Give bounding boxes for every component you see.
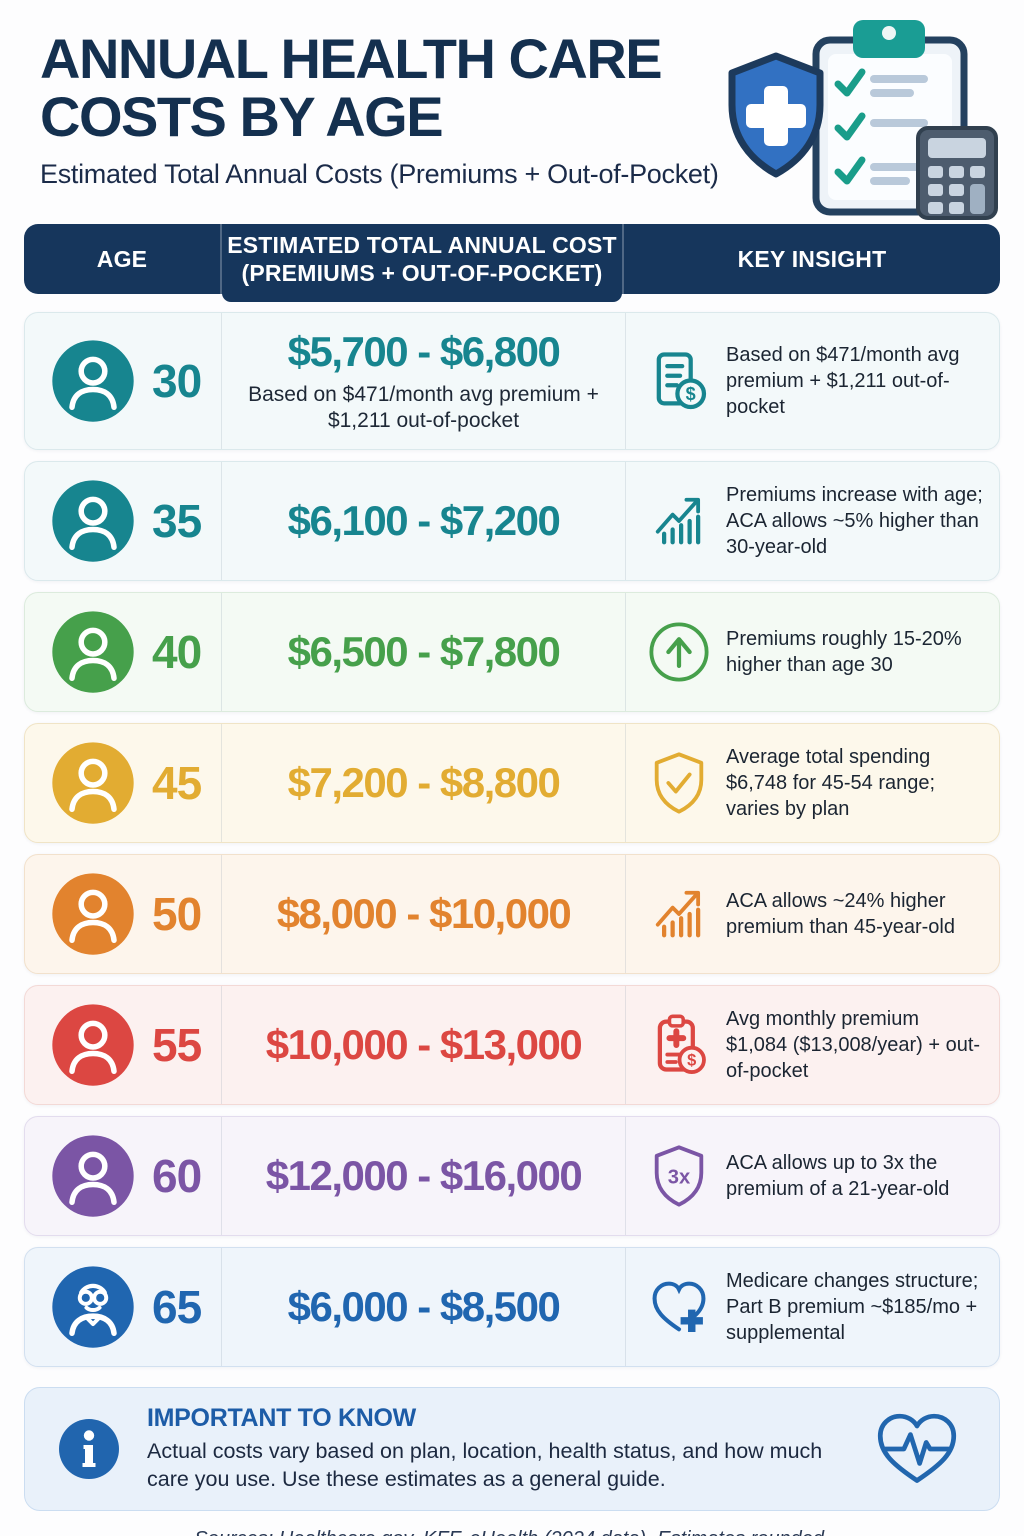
insight-text: Medicare changes structure; Part B premi… [726,1270,979,1345]
table-row-age-35: 35 $6,100 - $7,200 Premiums increase wit… [24,461,1000,582]
insight-text: Premiums roughly 15-20% higher than age … [726,628,962,677]
insight-text: Premiums increase with age; ACA allows ~… [726,484,983,559]
table-row-age-60: 60 $12,000 - $16,000 3x ACA allows up to… [24,1116,1000,1237]
person-avatar-icon [51,741,135,825]
medical-clipboard-dollar-icon: $ [636,1011,722,1079]
important-note-body: Actual costs vary based on plan, locatio… [147,1439,823,1492]
cost-cell: $6,500 - $7,800 [221,593,625,712]
svg-text:$: $ [687,1052,696,1070]
header: ANNUAL HEALTH CARE COSTS BY AGE Estimate… [0,0,1024,220]
cost-range: $6,000 - $8,500 [287,1283,561,1331]
cost-range: $6,500 - $7,800 [287,628,561,676]
table-row-age-65: 65 $6,000 - $8,500 Medicare changes stru… [24,1247,1000,1368]
person-avatar-icon [51,610,135,694]
insight-text: Average total spending $6,748 for 45-54 … [726,746,936,821]
column-header-age: AGE [24,224,220,295]
arrow-up-circle-icon [636,618,722,686]
cost-cell: $12,000 - $16,000 [221,1117,625,1236]
insight-cell: 3x ACA allows up to 3x the premium of a … [625,1117,999,1236]
age-value: 50 [152,888,202,941]
cost-cell: $5,700 - $6,800 Based on $471/month avg … [221,313,625,450]
insight-cell: Premiums increase with age; ACA allows ~… [625,462,999,581]
cost-note: Based on $471/month avg premium + $1,211… [248,383,599,433]
page-title-line2: COSTS BY AGE [40,84,444,148]
cost-cell: $6,000 - $8,500 [221,1248,625,1367]
page-title-line1: ANNUAL HEALTH CARE [40,27,663,90]
age-cell: 55 [25,986,221,1104]
cost-range: $6,100 - $7,200 [287,497,561,545]
cost-range: $8,000 - $10,000 [276,890,572,938]
age-cell: 60 [25,1117,221,1235]
insight-cell: Medicare changes structure; Part B premi… [625,1248,999,1367]
age-cell: 45 [25,724,221,842]
sources-note: Sources: Healthcare.gov, KFF, eHealth (2… [0,1528,1024,1536]
invoice-dollar-icon: $ [636,347,722,415]
page-subtitle: Estimated Total Annual Costs (Premiums +… [40,159,719,190]
person-avatar-icon [51,479,135,563]
table-header: AGE ESTIMATED TOTAL ANNUAL COST (PREMIUM… [24,224,1000,303]
age-value: 60 [152,1150,202,1203]
growth-chart-icon [636,487,722,555]
shield-check-icon [636,749,722,817]
column-header-cost-line2: (PREMIUMS + OUT-OF-POCKET) [241,260,603,287]
shield-clipboard-calculator-icon [706,12,1006,222]
column-header-cost-line1: ESTIMATED TOTAL ANNUAL COST [227,231,617,258]
important-note-title: IMPORTANT TO KNOW [147,1404,416,1433]
shield-3x-icon: 3x [636,1142,722,1210]
insight-cell: $ Avg monthly premium $1,084 ($13,008/ye… [625,986,999,1105]
cost-range: $7,200 - $8,800 [287,759,561,807]
table-body: 30 $5,700 - $6,800 Based on $471/month a… [24,312,1000,1368]
important-note-text: IMPORTANT TO KNOW Actual costs vary base… [147,1388,851,1510]
column-header-cost: ESTIMATED TOTAL ANNUAL COST (PREMIUMS + … [220,224,624,303]
table-row-age-50: 50 $8,000 - $10,000 ACA allows ~24% high… [24,854,1000,975]
table-row-age-30: 30 $5,700 - $6,800 Based on $471/month a… [24,312,1000,451]
age-value: 45 [152,757,202,810]
table-row-age-55: 55 $10,000 - $13,000 $ Avg monthly premi… [24,985,1000,1106]
costs-table: AGE ESTIMATED TOTAL ANNUAL COST (PREMIUM… [24,224,1000,1368]
svg-text:3x: 3x [668,1167,691,1189]
senior-avatar-icon [51,1265,135,1349]
age-value: 30 [152,355,202,408]
age-cell: 40 [25,593,221,711]
age-value: 40 [152,626,202,679]
person-avatar-icon [51,1134,135,1218]
insight-text: Based on $471/month avg premium + $1,211… [726,344,960,419]
insight-cell: Average total spending $6,748 for 45-54 … [625,724,999,843]
column-header-insight: KEY INSIGHT [624,224,1000,295]
info-icon [57,1417,121,1481]
insight-text: ACA allows ~24% higher premium than 45-y… [726,890,955,939]
table-row-age-40: 40 $6,500 - $7,800 Premiums roughly 15-2… [24,592,1000,713]
person-avatar-icon [51,339,135,423]
age-value: 55 [152,1019,202,1072]
age-value: 65 [152,1281,202,1334]
cost-range: $12,000 - $16,000 [265,1152,583,1200]
important-note-box: IMPORTANT TO KNOW Actual costs vary base… [24,1387,1000,1512]
person-avatar-icon [51,872,135,956]
insight-cell: ACA allows ~24% higher premium than 45-y… [625,855,999,974]
cost-cell: $7,200 - $8,800 [221,724,625,843]
page-title: ANNUAL HEALTH CARE COSTS BY AGE [40,30,1024,145]
age-cell: 30 [25,313,221,449]
cost-range: $5,700 - $6,800 [287,328,561,376]
insight-cell: $ Based on $471/month avg premium + $1,2… [625,313,999,450]
age-cell: 50 [25,855,221,973]
cost-cell: $6,100 - $7,200 [221,462,625,581]
insight-text: ACA allows up to 3x the premium of a 21-… [726,1152,950,1201]
svg-text:$: $ [686,384,696,404]
insight-text: Avg monthly premium $1,084 ($13,008/year… [726,1008,981,1083]
age-value: 35 [152,495,202,548]
heart-cross-icon [636,1273,722,1341]
age-cell: 35 [25,462,221,580]
age-cell: 65 [25,1248,221,1366]
table-row-age-45: 45 $7,200 - $8,800 Average total spendin… [24,723,1000,844]
person-avatar-icon [51,1003,135,1087]
heart-pulse-icon [869,1407,965,1491]
cost-cell: $8,000 - $10,000 [221,855,625,974]
growth-chart-icon [636,880,722,948]
cost-cell: $10,000 - $13,000 [221,986,625,1105]
insight-cell: Premiums roughly 15-20% higher than age … [625,593,999,712]
cost-range: $10,000 - $13,000 [265,1021,583,1069]
